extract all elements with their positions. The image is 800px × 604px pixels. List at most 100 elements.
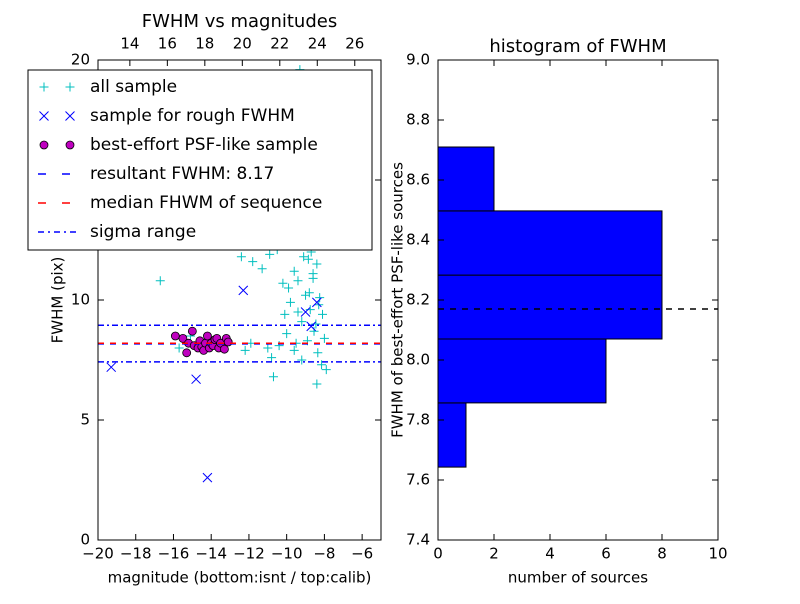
y-tick-label: 8.2 <box>406 291 430 309</box>
point <box>306 321 317 332</box>
y-axis-label: FWHM (pix) <box>49 257 67 344</box>
y-tick-label: 10 <box>71 291 90 309</box>
x2-tick-label: 24 <box>308 35 327 53</box>
axes-frame <box>437 59 719 541</box>
point <box>312 379 322 389</box>
point <box>203 331 212 341</box>
bar <box>437 146 495 212</box>
axes-frame <box>97 59 382 541</box>
point <box>311 297 322 308</box>
x-tick-label: 8 <box>657 545 667 563</box>
point <box>297 317 307 327</box>
point <box>284 283 294 293</box>
x2-tick-label: 20 <box>233 35 252 53</box>
y-tick-label: 20 <box>71 51 90 69</box>
point <box>308 269 318 279</box>
x2-tick-label: 16 <box>158 35 177 53</box>
x-axis-label: number of sources <box>508 569 648 587</box>
point <box>240 345 250 355</box>
x-tick-label: −16 <box>158 545 190 563</box>
x2-tick-label: 18 <box>195 35 214 53</box>
point <box>312 259 322 269</box>
x-tick-label: 0 <box>433 545 443 563</box>
point <box>278 278 288 288</box>
point <box>265 249 275 259</box>
legend-label: sigma range <box>90 222 196 242</box>
chart-title: FWHM vs magnitudes <box>142 11 337 32</box>
x-axis-label: magnitude (bottom:isnt / top:calib) <box>108 569 372 587</box>
point <box>268 372 278 382</box>
point <box>178 333 188 343</box>
point <box>170 331 180 341</box>
point <box>301 290 311 300</box>
y-tick-label: 9.0 <box>406 51 430 69</box>
y-tick-label: 8.6 <box>406 171 430 189</box>
legend-marker <box>65 140 75 150</box>
legend-box <box>27 69 373 251</box>
x-tick-label: 10 <box>708 545 727 563</box>
point <box>248 257 258 267</box>
x2-tick-label: 14 <box>120 35 139 53</box>
y-tick-label: 8.0 <box>406 351 430 369</box>
x-tick-label: 6 <box>601 545 611 563</box>
point <box>257 264 267 274</box>
point <box>303 254 313 264</box>
point <box>282 329 292 339</box>
y-tick-label: 7.6 <box>406 471 430 489</box>
point <box>236 252 246 262</box>
bar <box>437 402 467 468</box>
point <box>202 472 213 483</box>
x-tick-label: −12 <box>233 545 265 563</box>
x-tick-label: −18 <box>120 545 152 563</box>
point <box>238 285 249 296</box>
legend-label: sample for rough FWHM <box>90 106 295 126</box>
point <box>191 374 201 385</box>
point <box>313 348 323 358</box>
point <box>289 266 299 276</box>
x-tick-label: −10 <box>271 545 303 563</box>
chart-title: histogram of FWHM <box>489 36 666 57</box>
point <box>187 326 197 336</box>
point <box>318 309 328 319</box>
point <box>309 326 319 336</box>
legend-marker <box>65 82 75 92</box>
point <box>315 293 325 303</box>
x2-tick-label: 22 <box>270 35 289 53</box>
point <box>297 355 307 365</box>
x-tick-label: 2 <box>489 545 499 563</box>
legend-label: median FHWM of sequence <box>90 193 322 213</box>
y-tick-label: 8.8 <box>406 111 430 129</box>
legend-marker <box>65 111 75 121</box>
point <box>267 353 277 363</box>
point <box>220 344 229 354</box>
point <box>300 307 311 317</box>
y-axis-label: FWHM of best-effort PSF-like sources <box>389 162 407 438</box>
point <box>304 288 314 298</box>
point <box>223 337 233 347</box>
y-tick-label: 7.4 <box>406 531 430 549</box>
x-tick-label: −14 <box>195 545 227 563</box>
legend-label: best-effort PSF-like sample <box>90 135 318 155</box>
legend-label: resultant FWHM: 8.17 <box>90 164 274 184</box>
point <box>299 252 309 262</box>
point <box>280 309 290 319</box>
legend-marker <box>39 140 49 150</box>
point <box>289 345 299 355</box>
y-tick-label: 0 <box>80 531 90 549</box>
legend-label: all sample <box>90 77 177 97</box>
bar <box>437 274 663 340</box>
legend-marker <box>39 82 49 92</box>
point <box>293 307 303 317</box>
bar <box>437 338 607 404</box>
legend-marker <box>39 111 49 121</box>
x-tick-label: −6 <box>351 545 373 563</box>
point <box>321 365 331 375</box>
x-tick-label: −20 <box>82 545 114 563</box>
point <box>174 343 184 353</box>
point <box>285 297 295 307</box>
bar <box>437 210 663 276</box>
y-tick-label: 8.4 <box>406 231 430 249</box>
point <box>182 348 192 358</box>
point <box>263 343 273 353</box>
